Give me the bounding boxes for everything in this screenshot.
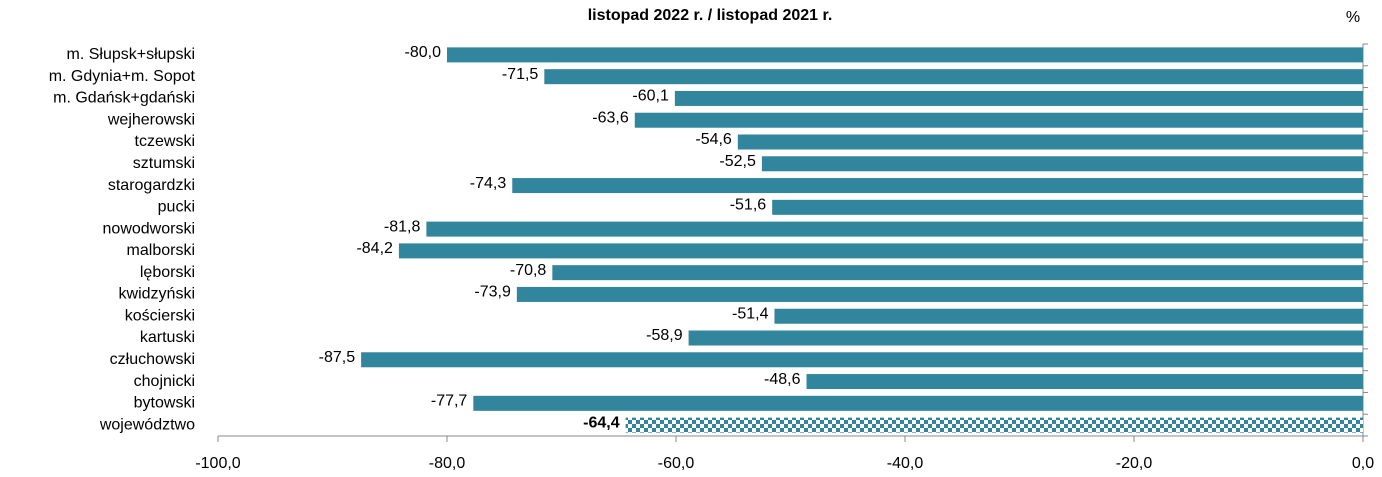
category-label: wejherowski — [107, 111, 195, 128]
value-label: -77,7 — [431, 393, 468, 410]
bar — [634, 112, 1363, 128]
x-tick-label: -80,0 — [429, 455, 466, 472]
value-label: -51,4 — [732, 305, 769, 322]
category-label: człuchowski — [110, 351, 195, 368]
x-tick-label: -40,0 — [887, 455, 924, 472]
value-label: -81,8 — [384, 218, 421, 235]
bar — [516, 286, 1363, 302]
bar — [447, 47, 1363, 63]
bar — [552, 265, 1363, 281]
category-label: bytowski — [134, 395, 195, 412]
category-label: kwidzyński — [119, 286, 195, 303]
x-tick-label: -100,0 — [195, 455, 240, 472]
value-label: -73,9 — [474, 284, 511, 301]
bar — [806, 374, 1363, 390]
category-label: kościerski — [125, 307, 195, 324]
value-label: -87,5 — [319, 349, 356, 366]
category-label: nowodworski — [103, 220, 195, 237]
bar — [426, 221, 1363, 237]
category-label: sztumski — [133, 155, 195, 172]
value-label: -51,6 — [730, 197, 767, 214]
x-tick-label: -20,0 — [1116, 455, 1153, 472]
value-label: -58,9 — [646, 327, 683, 344]
value-label: -71,5 — [502, 66, 539, 83]
bar — [398, 243, 1363, 259]
bar — [761, 156, 1363, 172]
value-label: -63,6 — [592, 109, 629, 126]
bar — [512, 178, 1363, 194]
bar — [473, 395, 1364, 411]
bar — [774, 308, 1363, 324]
value-label: -80,0 — [405, 44, 442, 61]
category-label: lęborski — [140, 264, 195, 281]
bar — [361, 352, 1363, 368]
category-label: tczewski — [135, 133, 195, 150]
category-label: pucki — [158, 199, 195, 216]
value-label: -84,2 — [356, 240, 393, 257]
category-label: malborski — [127, 242, 195, 259]
category-label: m. Gdańsk+gdański — [53, 90, 195, 107]
category-label: starogardzki — [108, 177, 195, 194]
bar — [737, 134, 1363, 150]
bar — [772, 199, 1363, 215]
bar — [625, 417, 1363, 433]
x-tick-label: 0,0 — [1352, 455, 1374, 472]
bar — [544, 69, 1363, 85]
value-label: -64,4 — [583, 414, 620, 431]
x-tick-label: -60,0 — [658, 455, 695, 472]
unit-label: % — [1346, 9, 1360, 26]
category-label: chojnicki — [134, 373, 195, 390]
category-label: województwo — [99, 416, 195, 433]
chart-title: listopad 2022 r. / listopad 2021 r. — [588, 7, 833, 24]
value-label: -52,5 — [719, 153, 756, 170]
bar — [688, 330, 1363, 346]
category-label: m. Słupsk+słupski — [67, 46, 196, 63]
value-label: -60,1 — [632, 88, 669, 105]
value-label: -74,3 — [470, 175, 507, 192]
value-label: -54,6 — [695, 131, 732, 148]
bar — [674, 90, 1363, 106]
value-label: -48,6 — [764, 371, 801, 388]
category-label: kartuski — [140, 329, 195, 346]
category-label: m. Gdynia+m. Sopot — [49, 68, 196, 85]
value-label: -70,8 — [510, 262, 547, 279]
